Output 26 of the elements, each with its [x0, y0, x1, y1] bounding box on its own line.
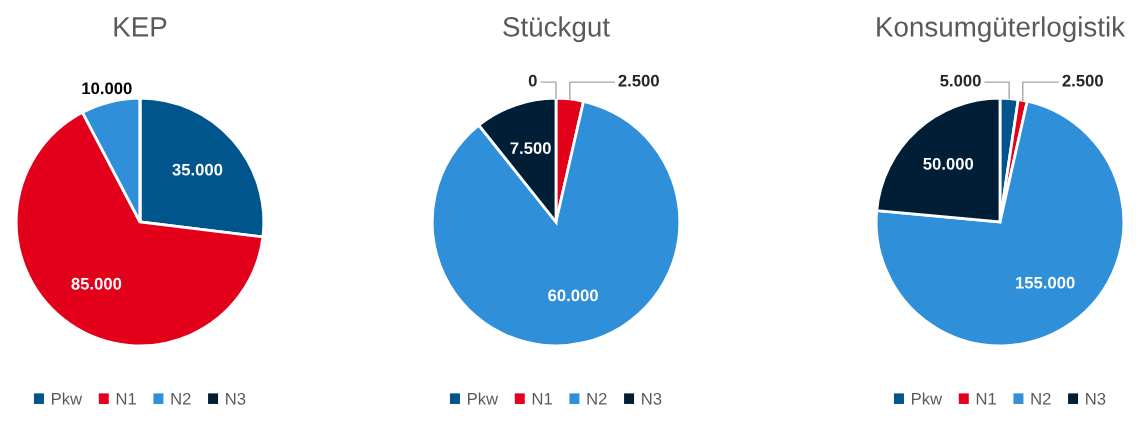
legend-label: N3: [1086, 392, 1106, 405]
data-label: 7.500: [510, 142, 551, 155]
legend-label: N1: [116, 393, 136, 405]
data-label: 35.000: [172, 163, 223, 176]
legend-label: N3: [642, 392, 662, 405]
data-label: 2.500: [618, 74, 659, 87]
legend-label: Pkw: [52, 392, 83, 405]
chart-title: Konsumgüterlogistik: [877, 16, 1126, 43]
data-label: 10.000: [82, 82, 132, 95]
legend-label: Pkw: [912, 392, 943, 405]
legend-label: N3: [226, 392, 246, 405]
legend-label: N1: [532, 393, 552, 405]
data-label: 60.000: [548, 289, 598, 302]
data-label: 5.000: [940, 74, 981, 87]
data-label: 50.000: [923, 157, 974, 170]
legend-label: N2: [171, 392, 191, 405]
chart-title: KEP: [114, 17, 167, 37]
legend-label: N1: [976, 393, 996, 405]
legend-label: Pkw: [468, 392, 499, 405]
legend-label: N2: [587, 392, 607, 405]
text: 0: [528, 74, 537, 87]
chart-title: Stückgut: [503, 16, 610, 43]
legend-label: N2: [1031, 392, 1051, 405]
data-label: 2.500: [1062, 74, 1103, 87]
data-label: 85.000: [71, 277, 122, 290]
data-label: 155.000: [1016, 276, 1075, 289]
